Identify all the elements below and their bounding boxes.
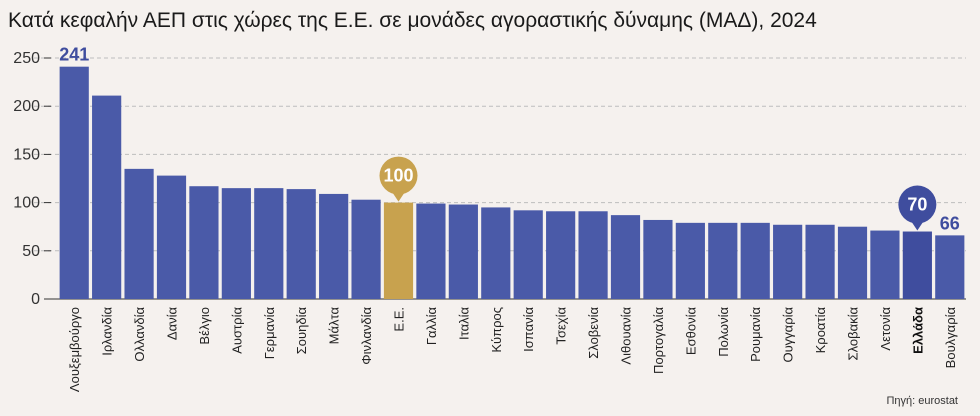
- category-label-ισπανία: Ισπανία: [521, 307, 536, 352]
- bar-πορτογαλία: [643, 219, 673, 299]
- bar-ιρλανδία: [92, 95, 122, 299]
- category-label-ουγγαρία: Ουγγαρία: [781, 307, 796, 363]
- category-label-λετονία: Λετονία: [878, 307, 893, 351]
- y-tick-label-150: 150: [13, 146, 40, 163]
- bar-πολωνία: [708, 222, 738, 299]
- category-label-σλοβακία: Σλοβακία: [846, 307, 861, 361]
- category-label-γαλλία: Γαλλία: [424, 307, 439, 346]
- category-label-ε-ε: Ε.Ε.: [392, 307, 407, 332]
- y-tick-label-250: 250: [13, 50, 40, 67]
- category-label-ρουμανία: Ρουμανία: [748, 307, 763, 362]
- category-label-φινλανδία: Φινλανδία: [359, 307, 374, 365]
- category-label-λιθουανία: Λιθουανία: [619, 307, 634, 365]
- bar-ε-ε: [383, 202, 414, 299]
- category-label-πολωνία: Πολωνία: [716, 307, 731, 357]
- category-label-λουξεμβούργο: Λουξεμβούργο: [67, 307, 82, 392]
- category-label-σουηδία: Σουηδία: [294, 307, 309, 355]
- bar-λετονία: [870, 230, 900, 299]
- bar-εσθονία: [675, 222, 705, 299]
- y-tick-label-200: 200: [13, 98, 40, 115]
- bar-λιθουανία: [610, 215, 641, 299]
- bar-γαλλία: [416, 203, 446, 299]
- category-label-κροατία: Κροατία: [813, 307, 828, 354]
- category-label-πορτογαλία: Πορτογαλία: [651, 307, 666, 374]
- category-label-τσεχία: Τσεχία: [554, 307, 569, 345]
- bar-κροατία: [805, 224, 835, 299]
- bar-βέλγιο: [189, 186, 219, 299]
- bar-ιταλία: [448, 204, 478, 299]
- category-label-εσθονία: Εσθονία: [683, 307, 698, 356]
- value-label-λουξεμβούργο: 241: [59, 45, 89, 65]
- chart-title: Κατά κεφαλήν ΑΕΠ στις χώρες της Ε.Ε. σε …: [8, 9, 817, 32]
- category-label-σλοβενία: Σλοβενία: [586, 307, 601, 359]
- source-note: Πηγή: eurostat: [886, 395, 958, 407]
- value-labels: 241 100 70 66: [59, 45, 960, 234]
- bar-κύπρος: [481, 207, 511, 299]
- y-tick-label-50: 50: [22, 243, 40, 260]
- bar-ουγγαρία: [773, 224, 803, 299]
- bar-ισπανία: [513, 210, 543, 299]
- bar-φινλανδία: [351, 199, 381, 299]
- bar-σλοβακία: [837, 226, 868, 299]
- y-tick-label-100: 100: [13, 195, 40, 212]
- bar-βουλγαρία: [935, 235, 965, 299]
- value-label-βουλγαρία: 66: [940, 213, 960, 233]
- bar-δανία: [156, 175, 187, 299]
- category-label-ιταλία: Ιταλία: [456, 307, 471, 340]
- category-label-γερμανία: Γερμανία: [262, 307, 277, 360]
- bar-τσεχία: [546, 211, 576, 299]
- category-label-κύπρος: Κύπρος: [489, 307, 504, 353]
- bar-μάλτα: [319, 193, 349, 299]
- pin-circle: [898, 185, 937, 224]
- category-label-βέλγιο: Βέλγιο: [197, 307, 212, 345]
- value-label-ελλάδα: 70: [907, 195, 927, 215]
- bar-γερμανία: [254, 188, 284, 299]
- bar-λουξεμβούργο: [59, 66, 89, 300]
- bar-σουηδία: [286, 189, 316, 299]
- bar-ρουμανία: [740, 222, 770, 299]
- category-label-ιρλανδία: Ιρλανδία: [100, 307, 115, 356]
- category-label-δανία: Δανία: [165, 307, 180, 341]
- category-label-αυστρία: Αυστρία: [229, 307, 244, 354]
- bar-αυστρία: [221, 188, 251, 299]
- pin-circle: [379, 156, 418, 195]
- category-label-μάλτα: Μάλτα: [327, 307, 342, 345]
- category-label-ελλάδα: Ελλάδα: [910, 307, 925, 354]
- y-tick-label-0: 0: [31, 291, 40, 308]
- value-label-ε-ε: 100: [383, 166, 413, 186]
- category-label-ολλανδία: Ολλανδία: [132, 307, 147, 362]
- bars: [59, 66, 965, 300]
- bar-σλοβενία: [578, 211, 608, 299]
- category-label-βουλγαρία: Βουλγαρία: [943, 307, 958, 369]
- x-axis: Λουξεμβούργο Ιρλανδία Ολλανδία Δανία Βέλγιο Α…: [67, 307, 958, 393]
- bar-ελλάδα: [902, 231, 932, 299]
- pin-marker-ελλάδα: 70: [898, 185, 937, 231]
- pin-marker-ε-ε: 100: [379, 156, 418, 202]
- bar-ολλανδία: [124, 168, 154, 299]
